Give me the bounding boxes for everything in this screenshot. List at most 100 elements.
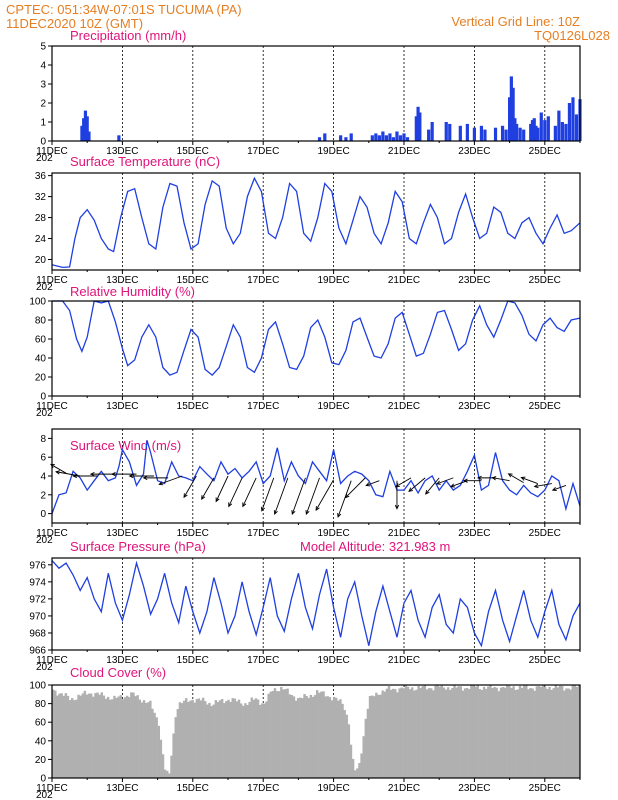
cloud-bar: [404, 685, 408, 778]
wind-arrow-head: [408, 487, 414, 493]
cloud-bar: [489, 685, 492, 778]
cloud-bar: [563, 690, 566, 778]
cloud-bar: [170, 755, 173, 778]
precip-bar: [546, 116, 550, 141]
panel-precipitation: Precipitation (mm/h) 0 1 2 3 4 5 11DEC 13DEC 15DE…: [36, 28, 582, 164]
cloud-bar: [379, 694, 382, 778]
temperature-xtick-label: 21DEC: [388, 275, 420, 286]
cloud-bar: [195, 699, 199, 778]
precip-bar: [465, 123, 469, 141]
wind-arrow: [201, 477, 215, 500]
cloud-cover-xtick-label: 21DEC: [388, 783, 420, 794]
precip-bar: [388, 133, 392, 141]
cloud-bar: [394, 689, 397, 778]
cloud-bar: [98, 694, 101, 778]
cloud-bar: [204, 701, 207, 778]
wind-arrow-head: [305, 510, 310, 516]
cloud-bar: [299, 697, 302, 778]
wind-arrow: [50, 464, 67, 474]
cloud-bar: [206, 704, 209, 778]
pressure-ytick-label: 970: [29, 611, 46, 622]
precip-bar: [370, 135, 374, 141]
cloud-bar: [550, 689, 553, 778]
pressure-title: Surface Pressure (hPa): [70, 539, 206, 554]
cloud-bar: [197, 698, 201, 778]
wind-arrow: [291, 477, 306, 515]
temperature-ytick-label: 32: [35, 192, 47, 203]
cloud-bar: [252, 699, 256, 778]
cloud-bar: [92, 696, 95, 778]
wind-xtick-label: 13DEC: [106, 528, 138, 539]
cloud-bar: [539, 686, 543, 778]
temperature-xtick-label: 13DEC: [106, 275, 138, 286]
cloud-bar: [87, 693, 91, 778]
pressure-xtick-label: 11DEC: [36, 655, 68, 666]
wind-arrow: [366, 480, 380, 486]
cloud-bar: [96, 692, 99, 778]
cloud-bar: [455, 687, 458, 778]
precipitation-xtick-label: 23DEC: [458, 146, 490, 157]
cloud-bar: [527, 689, 530, 778]
cloud-bar: [375, 692, 378, 778]
cloud-bar: [168, 773, 171, 778]
cloud-bar: [212, 704, 215, 778]
cloud-bar: [155, 717, 158, 778]
cloud-bar: [102, 695, 106, 778]
wind-arrow-head: [425, 489, 430, 495]
cloud-bar: [119, 695, 122, 778]
wind-arrow: [183, 475, 197, 498]
wind-arrow-head: [462, 478, 468, 483]
wind-arrow-head: [491, 476, 497, 481]
temperature-ytick-label: 20: [35, 255, 47, 266]
precip-bar: [323, 133, 327, 141]
wind-arrow-head: [273, 510, 278, 516]
cloud-bar: [408, 689, 412, 778]
cloud-bar: [147, 702, 150, 778]
wind-arrow-head: [551, 487, 557, 492]
cloud-bar: [54, 690, 57, 778]
header-left-line1: CPTEC: 051:34W-07:01S TUCUMA (PA): [6, 2, 242, 17]
cloud-bar: [436, 685, 439, 778]
cloud-bar: [541, 685, 545, 778]
cloud-bar: [282, 689, 285, 778]
humidity-line: [52, 300, 581, 376]
cloud-bar: [558, 685, 562, 778]
humidity-xtick-label: 21DEC: [388, 401, 420, 412]
cloud-bar: [438, 686, 441, 778]
pressure-xtick-label: 15DEC: [177, 655, 209, 666]
wind-xtick-label: 25DEC: [529, 528, 561, 539]
cloud-bar: [128, 697, 131, 778]
panel-humidity: Relative Humidity (%) 0 20 40 60 80 100 11DEC 13…: [29, 284, 581, 419]
cloud-cover-year-fragment: 202: [36, 790, 53, 800]
precip-bar: [508, 97, 512, 141]
cloud-bar: [161, 754, 165, 778]
wind-arrow-head: [291, 510, 296, 516]
pressure-ytick-label: 972: [29, 594, 46, 605]
cloud-bar: [296, 698, 300, 778]
cloud-bar: [250, 697, 253, 778]
cloud-bar: [544, 687, 547, 778]
precip-bar: [557, 110, 561, 141]
cloud-bar: [104, 698, 108, 778]
wind-arrow-head: [394, 483, 400, 488]
cloud-bar: [491, 688, 494, 778]
cloud-bar: [178, 702, 182, 778]
wind-arrow: [425, 477, 440, 495]
pressure-ytick-label: 974: [29, 577, 46, 588]
cloud-bar: [442, 687, 446, 778]
cloud-bar: [273, 688, 277, 778]
cloud-bar: [130, 692, 133, 778]
cloud-bar: [191, 699, 194, 778]
cloud-bar: [225, 701, 228, 778]
cloud-bar: [577, 685, 581, 778]
cloud-bar: [444, 689, 448, 778]
wind-arrow-head: [228, 502, 233, 508]
cloud-bar: [220, 699, 224, 778]
precip-bar: [571, 97, 575, 141]
precip-bar: [83, 110, 88, 141]
precip-bar: [414, 116, 418, 141]
wind-arrow-head: [435, 480, 441, 485]
cloud-bar: [373, 696, 376, 778]
precip-bar: [518, 127, 522, 141]
cloud-bar: [90, 693, 93, 778]
